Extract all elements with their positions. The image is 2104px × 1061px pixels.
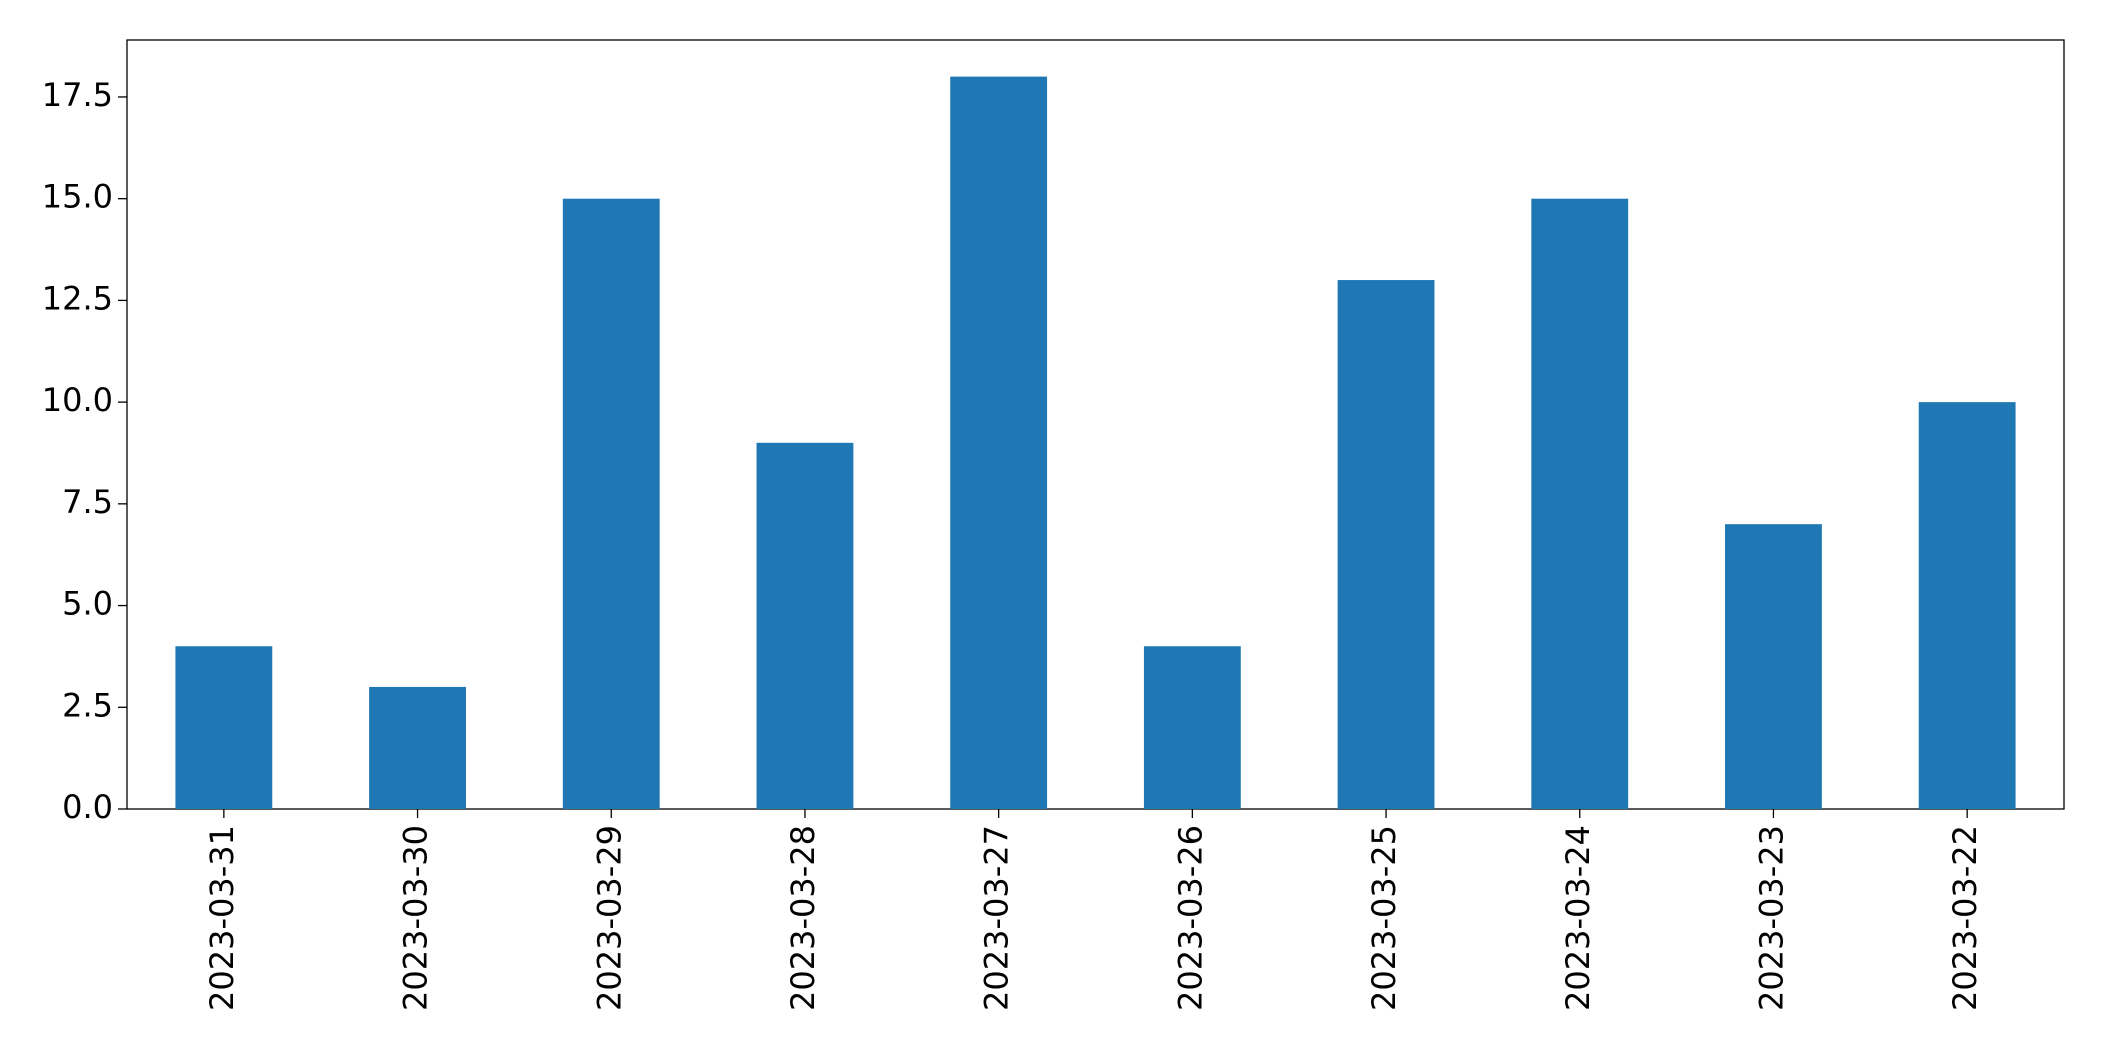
y-tick-label: 12.5 <box>42 279 113 317</box>
y-tick-label: 17.5 <box>42 76 113 114</box>
x-tick-label: 2023-03-23 <box>1752 825 1790 1011</box>
x-tick-label: 2023-03-30 <box>397 825 435 1011</box>
y-tick-label: 5.0 <box>62 585 113 623</box>
x-tick-label: 2023-03-28 <box>784 825 822 1011</box>
bar <box>1143 646 1241 809</box>
x-tick-label: 2023-03-29 <box>590 825 628 1011</box>
y-tick-label: 10.0 <box>42 381 113 419</box>
x-tick-label: 2023-03-25 <box>1365 825 1403 1011</box>
y-tick-label: 0.0 <box>62 788 113 826</box>
bar <box>369 686 466 809</box>
bar <box>1337 280 1435 809</box>
bar <box>756 442 854 809</box>
bar <box>562 198 660 809</box>
x-tick-label: 2023-03-31 <box>203 825 241 1011</box>
x-tick-label: 2023-03-24 <box>1559 825 1597 1011</box>
bar <box>1531 198 1629 809</box>
x-tick-label: 2023-03-26 <box>1171 825 1209 1011</box>
bar <box>950 76 1048 810</box>
y-tick-label: 2.5 <box>62 686 113 724</box>
x-tick-label: 2023-03-22 <box>1946 825 1984 1011</box>
bar <box>1918 402 2016 809</box>
x-tick-label: 2023-03-27 <box>978 825 1016 1011</box>
plot-frame <box>126 39 2065 810</box>
bar <box>175 646 273 809</box>
bar <box>1725 524 1822 809</box>
y-tick-label: 7.5 <box>62 483 113 521</box>
y-tick-label: 15.0 <box>42 178 113 216</box>
